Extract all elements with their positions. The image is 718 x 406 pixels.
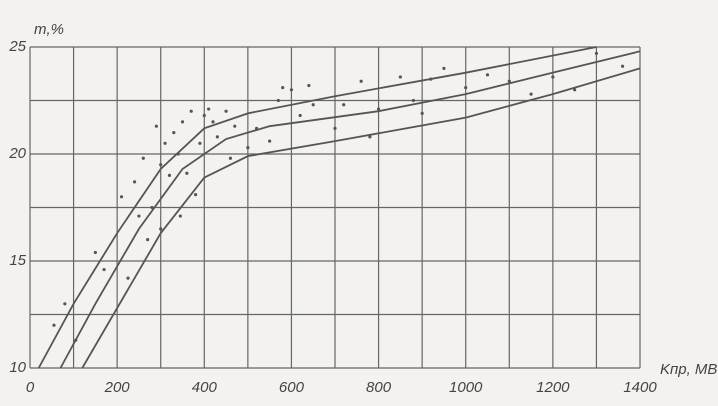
point	[342, 103, 346, 107]
point	[281, 86, 285, 90]
point	[551, 75, 555, 79]
x-tick-label: 200	[104, 379, 131, 396]
point	[224, 109, 228, 113]
point	[246, 145, 250, 150]
point	[180, 120, 185, 124]
point	[102, 267, 106, 272]
point	[74, 338, 78, 342]
point	[268, 139, 272, 143]
x-tick-label: 0	[26, 379, 35, 396]
point	[215, 135, 219, 139]
point	[442, 66, 446, 70]
point	[159, 163, 163, 167]
x-tick-label: 800	[366, 379, 392, 396]
point	[507, 79, 511, 83]
point	[202, 113, 206, 118]
point	[233, 124, 237, 128]
point	[159, 227, 163, 231]
point	[52, 323, 56, 327]
point	[376, 107, 381, 111]
point	[189, 109, 193, 113]
point	[594, 51, 599, 56]
y-tick-label: 10	[9, 359, 26, 376]
point	[172, 131, 176, 135]
point	[132, 180, 137, 184]
point	[176, 152, 180, 156]
y-axis-label: m,%	[34, 21, 64, 38]
point	[464, 86, 468, 90]
point	[429, 77, 433, 81]
point	[228, 156, 233, 160]
point	[119, 195, 124, 199]
x-tick-label: 400	[192, 379, 218, 396]
y-tick-label: 25	[8, 38, 26, 55]
point	[207, 107, 211, 111]
curve	[59, 50, 641, 369]
point	[137, 214, 141, 218]
point	[154, 124, 158, 128]
point	[411, 98, 416, 103]
point	[198, 141, 202, 145]
point	[254, 126, 259, 130]
x-axis-label: Kпр, МВ	[660, 361, 717, 378]
point	[163, 141, 167, 145]
point	[193, 193, 198, 197]
point	[167, 173, 172, 177]
curve	[81, 67, 641, 369]
point	[368, 135, 372, 139]
point	[63, 302, 67, 306]
point	[146, 238, 150, 242]
point	[298, 113, 302, 118]
point	[150, 205, 154, 210]
y-tick-label: 20	[8, 145, 26, 162]
point	[573, 88, 577, 92]
point	[178, 214, 182, 218]
point	[276, 98, 280, 103]
point	[307, 83, 311, 88]
point	[485, 73, 490, 77]
point	[311, 103, 315, 107]
point	[620, 64, 625, 68]
x-tick-label: 1200	[536, 379, 570, 396]
point	[289, 88, 294, 92]
y-tick-label: 15	[9, 252, 26, 269]
x-tick-label: 600	[279, 379, 305, 396]
x-tick-label: 1000	[449, 379, 483, 396]
point	[359, 79, 363, 83]
point	[529, 92, 533, 96]
point	[333, 126, 337, 130]
x-tick-label: 1400	[623, 379, 657, 396]
point	[398, 75, 402, 79]
point	[141, 156, 145, 160]
point	[93, 250, 97, 255]
point	[185, 171, 189, 175]
point	[126, 276, 130, 280]
point	[420, 111, 424, 115]
curve	[37, 46, 597, 369]
point	[211, 120, 215, 124]
